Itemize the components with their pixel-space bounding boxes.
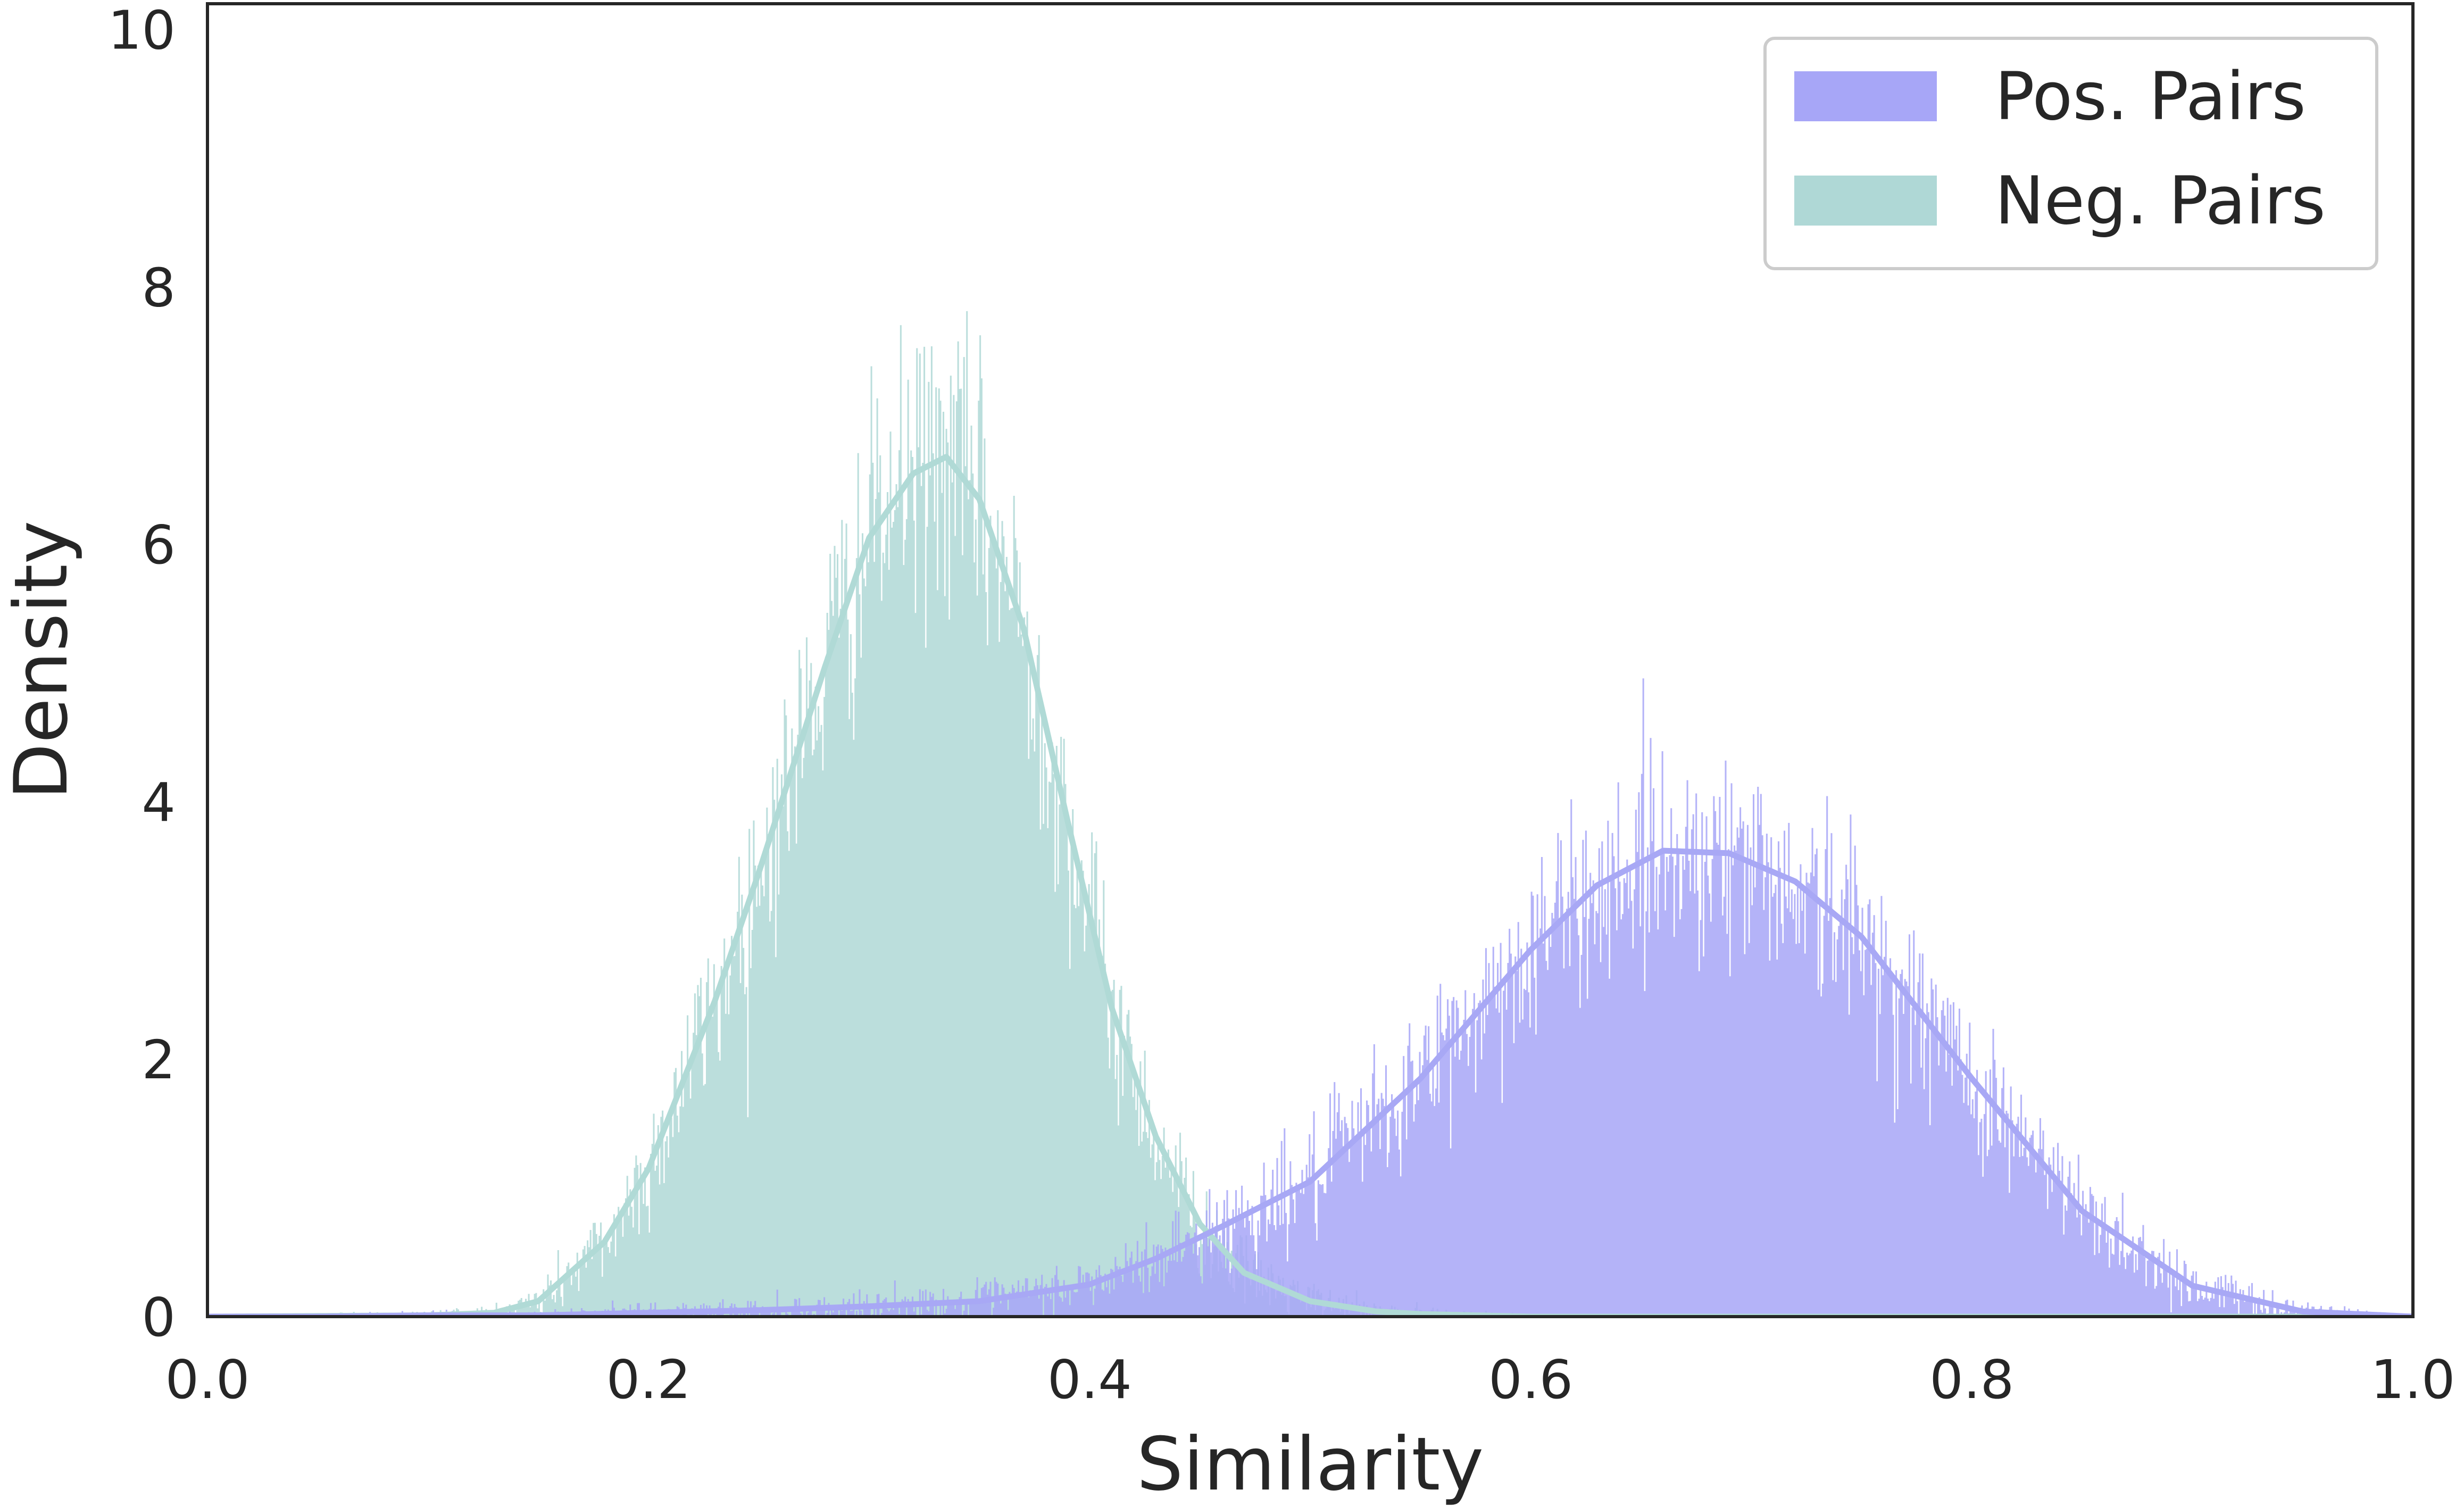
x-axis-ticks: 0.0 0.2 0.4 0.6 0.8 1.0 xyxy=(165,1349,2455,1411)
y-tick-label: 4 xyxy=(141,771,176,834)
neg-pairs-bars xyxy=(219,311,1528,1317)
y-tick-label: 10 xyxy=(108,0,176,61)
y-axis-ticks: 0 2 4 6 8 10 xyxy=(108,0,176,1349)
pos-pairs-histogram-bars xyxy=(323,678,2412,1317)
legend-label-pos-pairs: Pos. Pairs xyxy=(1995,59,2306,135)
y-tick-label: 0 xyxy=(141,1286,176,1349)
x-tick-label: 0.4 xyxy=(1047,1349,1132,1411)
pos-pairs-density-curve xyxy=(207,847,2413,1317)
x-tick-label: 0.6 xyxy=(1488,1349,1573,1411)
x-tick-label: 0.8 xyxy=(1929,1349,2014,1411)
x-tick-label: 1.0 xyxy=(2370,1349,2455,1411)
legend-swatch-pos-pairs xyxy=(1794,71,1937,121)
y-axis-label: Density xyxy=(0,521,84,800)
x-axis-label: Similarity xyxy=(1137,1421,1484,1506)
pos-pairs-bars xyxy=(323,678,2412,1317)
y-tick-label: 2 xyxy=(141,1029,176,1091)
x-tick-label: 0.2 xyxy=(606,1349,691,1411)
y-tick-label: 6 xyxy=(141,514,176,576)
y-tick-label: 8 xyxy=(141,256,176,319)
neg-pairs-histogram-bars xyxy=(219,311,1528,1317)
plot-frame xyxy=(206,2,2415,1318)
legend: Pos. Pairs Neg. Pairs xyxy=(1763,37,2378,270)
legend-swatch-neg-pairs xyxy=(1794,176,1937,226)
legend-label-neg-pairs: Neg. Pairs xyxy=(1995,163,2326,239)
x-tick-label: 0.0 xyxy=(165,1349,249,1411)
neg-pairs-density-curve xyxy=(207,454,2413,1317)
plot-area xyxy=(207,311,2413,1317)
